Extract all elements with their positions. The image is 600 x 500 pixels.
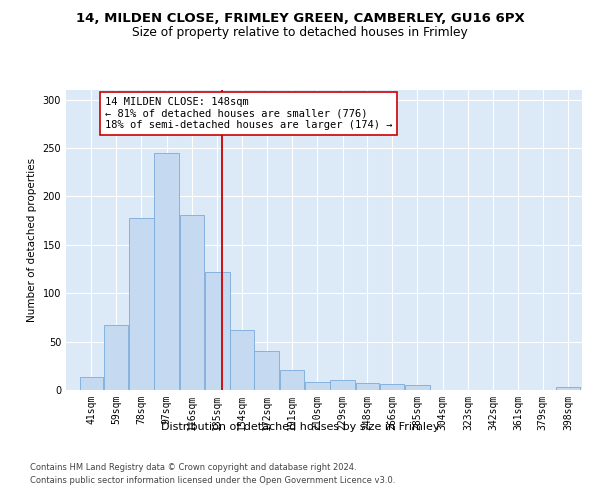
- Bar: [556, 387, 580, 390]
- Bar: [405, 385, 430, 390]
- Bar: [205, 272, 230, 390]
- Text: Contains HM Land Registry data © Crown copyright and database right 2024.: Contains HM Land Registry data © Crown c…: [30, 462, 356, 471]
- Bar: [104, 325, 128, 390]
- Text: Distribution of detached houses by size in Frimley: Distribution of detached houses by size …: [161, 422, 439, 432]
- Bar: [230, 330, 254, 390]
- Text: 14, MILDEN CLOSE, FRIMLEY GREEN, CAMBERLEY, GU16 6PX: 14, MILDEN CLOSE, FRIMLEY GREEN, CAMBERL…: [76, 12, 524, 26]
- Bar: [331, 380, 355, 390]
- Bar: [356, 383, 379, 390]
- Bar: [154, 153, 179, 390]
- Text: Contains public sector information licensed under the Open Government Licence v3: Contains public sector information licen…: [30, 476, 395, 485]
- Bar: [380, 384, 404, 390]
- Y-axis label: Number of detached properties: Number of detached properties: [27, 158, 37, 322]
- Text: 14 MILDEN CLOSE: 148sqm
← 81% of detached houses are smaller (776)
18% of semi-d: 14 MILDEN CLOSE: 148sqm ← 81% of detache…: [104, 97, 392, 130]
- Text: Size of property relative to detached houses in Frimley: Size of property relative to detached ho…: [132, 26, 468, 39]
- Bar: [179, 215, 204, 390]
- Bar: [129, 218, 154, 390]
- Bar: [305, 382, 329, 390]
- Bar: [254, 352, 279, 390]
- Bar: [280, 370, 304, 390]
- Bar: [80, 378, 103, 390]
